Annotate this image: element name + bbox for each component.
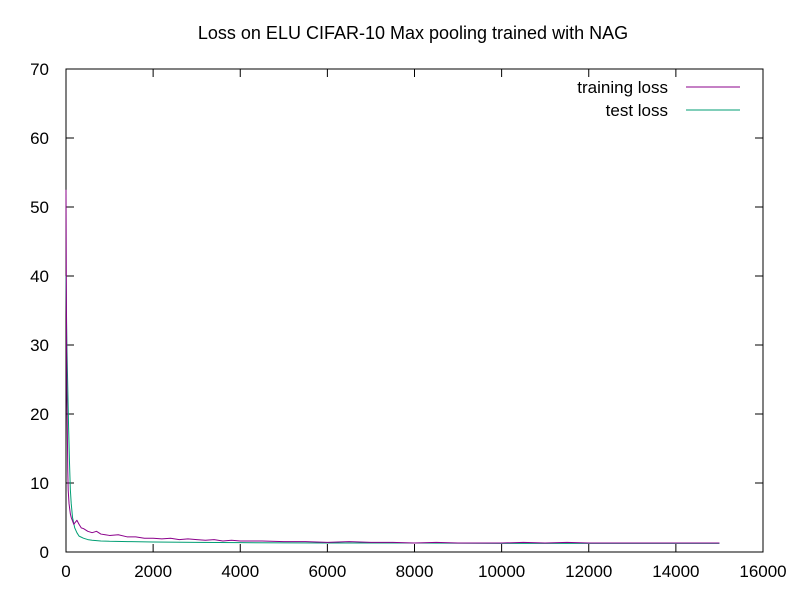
x-tick-label: 4000 bbox=[221, 562, 259, 581]
y-tick-label: 10 bbox=[30, 474, 49, 493]
legend-label-training-loss: training loss bbox=[577, 78, 668, 97]
legend-label-test-loss: test loss bbox=[606, 101, 668, 120]
series-line-training-loss bbox=[65, 189, 720, 544]
y-tick-label: 30 bbox=[30, 336, 49, 355]
y-tick-label: 50 bbox=[30, 198, 49, 217]
x-tick-label: 8000 bbox=[396, 562, 434, 581]
y-tick-label: 0 bbox=[40, 543, 49, 562]
x-tick-label: 16000 bbox=[739, 562, 786, 581]
x-tick-label: 2000 bbox=[134, 562, 172, 581]
y-tick-label: 70 bbox=[30, 60, 49, 79]
y-tick-label: 40 bbox=[30, 267, 49, 286]
x-tick-label: 6000 bbox=[308, 562, 346, 581]
x-tick-label: 0 bbox=[61, 562, 70, 581]
y-axis: 0 10 20 30 40 50 60 70 bbox=[30, 60, 763, 562]
legend: training loss test loss bbox=[577, 78, 740, 120]
plot-frame bbox=[65, 68, 764, 553]
series-layer bbox=[65, 189, 720, 544]
series-line-test-loss bbox=[65, 275, 720, 544]
y-tick-label: 20 bbox=[30, 405, 49, 424]
chart-title: Loss on ELU CIFAR-10 Max pooling trained… bbox=[198, 23, 628, 43]
x-axis: 0 2000 4000 6000 8000 10000 12000 14000 16000 bbox=[61, 69, 787, 581]
x-tick-label: 12000 bbox=[565, 562, 612, 581]
x-tick-label: 14000 bbox=[652, 562, 699, 581]
x-tick-label: 10000 bbox=[478, 562, 525, 581]
y-tick-label: 60 bbox=[30, 129, 49, 148]
